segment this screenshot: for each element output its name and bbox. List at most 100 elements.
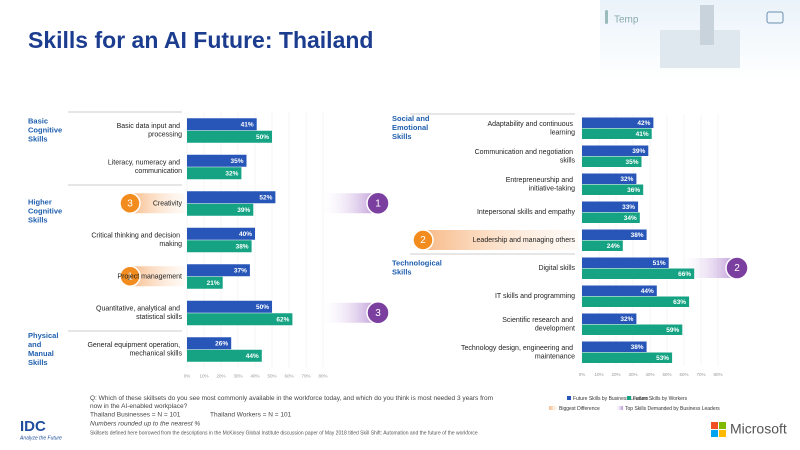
bar <box>582 201 639 212</box>
x-tick-label: 50% <box>267 374 276 379</box>
category-label: Scientific research and development <box>502 317 575 333</box>
chat-icon <box>766 11 784 24</box>
value-label: 37% <box>234 267 247 274</box>
value-label: 63% <box>673 299 686 306</box>
demand-rank: 1 <box>375 198 381 209</box>
difference-badge <box>412 229 434 251</box>
value-label: 24% <box>607 243 620 250</box>
x-tick-label: 10% <box>594 372 603 377</box>
legend-swatch <box>567 396 571 400</box>
value-label: 66% <box>678 271 691 278</box>
sample-workers: Thailand Workers = N = 101 <box>210 412 292 419</box>
legend-label: Top Skills Demanded by Business Leaders <box>625 406 720 412</box>
group-label: Higher Cognitive Skills <box>28 197 64 224</box>
charts: 0% 10% 20% 30% 40% 50% 60% 70% 80% Basic Cognitiv… <box>28 111 749 412</box>
value-label: 44% <box>641 288 654 295</box>
legend-label: Future Skills by Workers <box>633 396 688 402</box>
bar <box>582 240 623 251</box>
difference-band <box>130 266 185 287</box>
x-tick-label: 40% <box>250 374 259 379</box>
value-label: 51% <box>653 260 666 267</box>
bar <box>582 324 683 335</box>
legend-label: Biggest Difference <box>559 406 600 412</box>
difference-rank: 2 <box>420 235 426 246</box>
bar <box>187 337 232 350</box>
value-label: 38% <box>631 232 644 239</box>
difference-rank: 1 <box>127 271 133 282</box>
value-label: 39% <box>237 207 250 214</box>
category-label: IT skills and programming <box>495 293 575 300</box>
category-label: General equipment operation, mechanical … <box>87 342 182 358</box>
x-tick-label: 0% <box>579 372 586 377</box>
value-label: 42% <box>637 120 650 127</box>
value-label: 41% <box>241 121 254 128</box>
x-tick-label: 70% <box>301 374 310 379</box>
value-label: 62% <box>276 316 289 323</box>
difference-badge <box>119 192 141 214</box>
demand-badge <box>366 301 390 325</box>
category-label: Creativity <box>153 200 183 207</box>
bar <box>187 300 272 313</box>
category-label: Communication and negotiation skills <box>475 149 576 165</box>
bar <box>582 128 652 139</box>
bar <box>582 313 637 324</box>
group-label: Technological Skills <box>392 258 444 276</box>
bar <box>582 268 695 279</box>
x-tick-label: 80% <box>713 372 722 377</box>
category-label: Leadership and managing others <box>473 237 576 244</box>
value-label: 35% <box>625 159 638 166</box>
category-label: Project management <box>117 273 182 280</box>
x-tick-label: 30% <box>233 374 242 379</box>
idc-logo: IDC <box>20 418 46 435</box>
value-label: 38% <box>631 344 644 351</box>
bar <box>187 313 293 326</box>
bar <box>187 240 252 253</box>
x-tick-label: 60% <box>679 372 688 377</box>
demand-badge <box>725 256 749 280</box>
value-label: 32% <box>620 316 633 323</box>
category-label: Intepersonal skills and empathy <box>477 209 576 216</box>
category-label: Basic data input and processing <box>117 123 182 139</box>
thermometer <box>605 10 608 24</box>
bar <box>582 184 644 195</box>
category-label: Digital skills <box>538 265 575 272</box>
demand-band <box>318 302 378 323</box>
legend-swatch <box>549 406 557 410</box>
x-tick-label: 70% <box>696 372 705 377</box>
value-label: 50% <box>256 134 269 141</box>
category-label: Adaptability and continuous learning <box>487 121 575 137</box>
ms-square <box>719 422 726 429</box>
value-label: 33% <box>622 204 635 211</box>
legend-swatch <box>615 406 623 410</box>
x-tick-label: 20% <box>611 372 620 377</box>
x-tick-label: 10% <box>199 374 208 379</box>
temp-label: Temp <box>614 15 639 26</box>
value-label: 32% <box>620 176 633 183</box>
group-label: Basic Cognitive Skills <box>28 116 64 143</box>
legend-label: Future Skills by Business Leaders <box>573 396 649 402</box>
value-label: 52% <box>259 194 272 201</box>
demand-rank: 2 <box>734 263 740 274</box>
bar <box>187 276 223 289</box>
category-label: Literacy, numeracy and communication <box>108 159 182 175</box>
bar <box>187 203 254 216</box>
bar <box>582 117 654 128</box>
bar <box>582 341 647 352</box>
bar <box>187 227 255 240</box>
value-label: 59% <box>666 327 679 334</box>
value-label: 40% <box>239 231 252 238</box>
tower <box>700 5 714 45</box>
demand-band <box>318 193 378 214</box>
value-label: 35% <box>230 158 243 165</box>
category-label: Technology design, engineering and maint… <box>461 345 575 361</box>
value-label: 50% <box>256 304 269 311</box>
slide-title: Skills for an AI Future: Thailand <box>28 27 373 53</box>
value-label: 44% <box>246 353 259 360</box>
bar <box>582 145 649 156</box>
category-label: Entrepreneurship and initiative-taking <box>506 177 575 193</box>
demand-rank: 3 <box>375 308 381 319</box>
value-label: 32% <box>225 170 238 177</box>
category-label: Critical thinking and decision making <box>91 232 182 248</box>
footer: Q: Which of these skillsets do you see m… <box>90 395 495 437</box>
